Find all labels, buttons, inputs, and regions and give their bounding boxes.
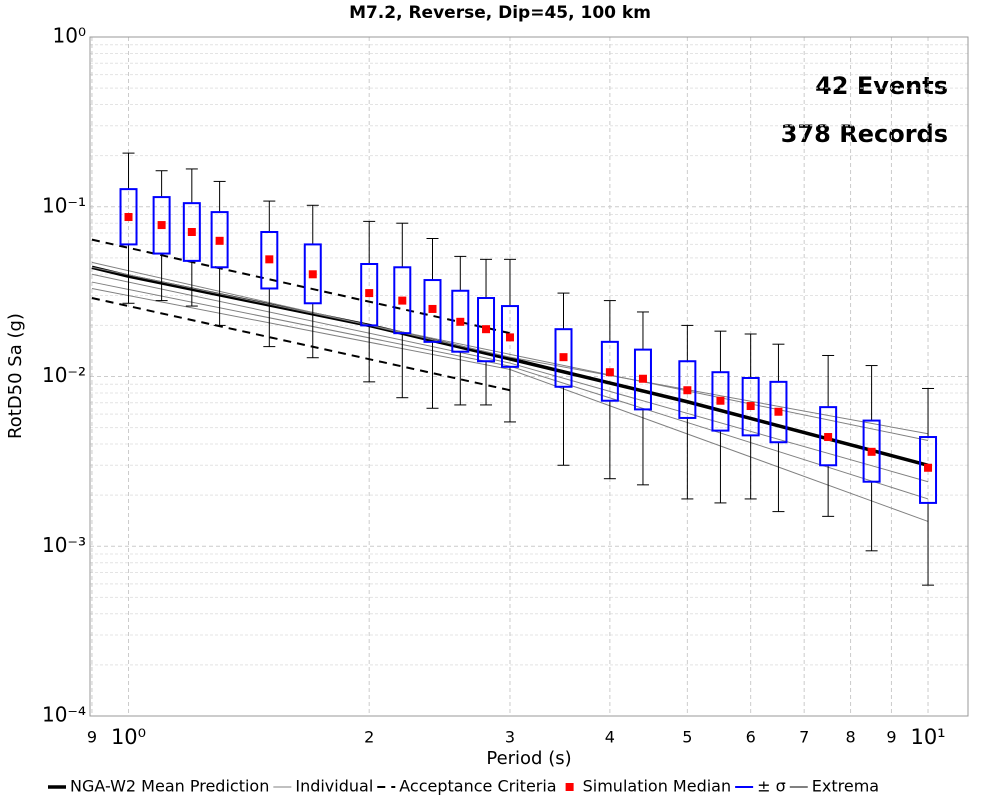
legend-label: Individual: [295, 777, 373, 796]
sigma-box: [393, 266, 412, 335]
median-marker: [924, 463, 933, 472]
sigma-box: [919, 436, 938, 504]
sigma-box: [451, 289, 470, 353]
line: [91, 266, 929, 441]
x-tick-label: 7: [799, 728, 809, 747]
legend-label: NGA-W2 Mean Prediction: [70, 777, 269, 796]
line: [91, 261, 929, 435]
x-tick-label: 10⁰: [111, 725, 146, 749]
median-marker: [605, 368, 614, 377]
sigma-box: [819, 406, 838, 467]
legend-swatch: [565, 783, 574, 791]
legend-label: ± σ: [757, 777, 786, 796]
sigma-box: [600, 340, 619, 402]
annotation: 378 Records: [781, 120, 948, 148]
median-marker: [683, 386, 692, 395]
sigma-box: [678, 360, 697, 419]
x-tick-label: 8: [845, 728, 855, 747]
median-marker: [638, 374, 647, 383]
x-axis-label: Period (s): [486, 748, 571, 769]
y-tick-label: 10⁰: [53, 24, 86, 48]
sigma-box: [152, 196, 171, 255]
sigma-box: [741, 376, 760, 437]
legend-label: Acceptance Criteria: [399, 777, 556, 796]
median-marker: [867, 447, 876, 456]
sigma-box: [711, 371, 730, 432]
sigma-box: [260, 230, 279, 290]
legend-label: Simulation Median: [583, 777, 732, 796]
x-tick-label: 9: [87, 728, 97, 747]
median-marker: [157, 221, 166, 230]
x-tick-label: 4: [605, 728, 615, 747]
sigma-box: [423, 279, 442, 343]
median-marker: [482, 325, 491, 334]
median-marker: [716, 396, 725, 405]
legend-label: Extrema: [812, 777, 879, 796]
y-axis-label: RotD50 Sa (g): [5, 313, 26, 439]
median-marker: [824, 433, 833, 442]
sigma-box: [633, 348, 652, 411]
median-marker: [187, 227, 196, 236]
sigma-box: [554, 328, 573, 388]
sigma-box: [182, 202, 201, 262]
legend: NGA-W2 Mean Prediction Individual Acceptan…: [48, 777, 879, 796]
line: [91, 273, 929, 483]
sigma-box: [360, 262, 379, 327]
line: [91, 297, 511, 392]
median-marker: [505, 333, 514, 342]
sigma-box: [862, 419, 881, 483]
sigma-box: [119, 188, 138, 246]
x-tick-label: 6: [746, 728, 756, 747]
median-marker: [746, 402, 755, 411]
median-marker: [456, 317, 465, 326]
median-marker: [365, 289, 374, 298]
annotation: 42 Events: [815, 72, 948, 100]
median-marker: [398, 296, 407, 305]
median-marker: [215, 236, 224, 245]
y-tick-label: 10⁻⁴: [42, 703, 86, 727]
sigma-box: [477, 297, 496, 363]
y-tick-label: 10⁻²: [42, 363, 86, 387]
x-tick-label: 5: [682, 728, 692, 747]
sigma-box: [303, 243, 322, 305]
median-marker: [428, 304, 437, 313]
median-marker: [308, 270, 317, 279]
plot-frame: [89, 36, 969, 717]
median-marker: [265, 255, 274, 264]
median-marker: [124, 213, 133, 222]
x-tick-label: 2: [364, 728, 374, 747]
y-tick-label: 10⁻³: [42, 533, 86, 557]
x-tick-label: 10¹: [910, 725, 945, 749]
sigma-box: [210, 211, 229, 269]
x-tick-label: 9: [886, 728, 896, 747]
x-tick-label: 3: [505, 728, 515, 747]
chart-title: M7.2, Reverse, Dip=45, 100 km: [349, 3, 651, 23]
y-tick-label: 10⁻¹: [42, 193, 86, 217]
sigma-box: [500, 305, 519, 368]
median-marker: [774, 407, 783, 416]
sigma-box: [769, 380, 788, 444]
median-marker: [559, 353, 568, 362]
